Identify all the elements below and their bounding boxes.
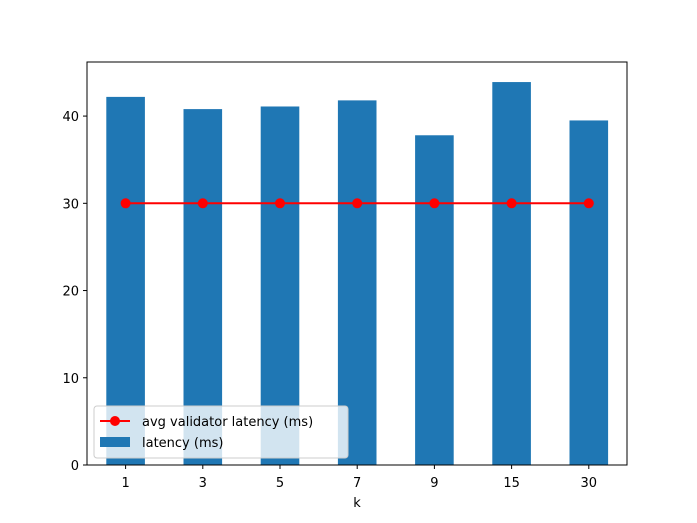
x-tick-label-5: 5 — [276, 476, 284, 491]
bar-1 — [106, 96, 145, 465]
bar-5 — [260, 106, 300, 466]
x-tick-label-1: 1 — [121, 476, 129, 491]
x-axis-label: k — [353, 496, 361, 511]
avg-latency-point-30 — [583, 198, 594, 209]
avg-latency-point-9 — [429, 198, 440, 209]
bar-group — [106, 82, 609, 466]
avg-latency-point-1 — [120, 198, 131, 209]
bar-15 — [492, 82, 531, 465]
y-tick-label-40: 40 — [62, 110, 79, 125]
y-tick-label-20: 20 — [62, 285, 79, 300]
legend-line-marker — [110, 416, 120, 426]
legend-label-latency: latency (ms) — [142, 436, 223, 451]
x-tick-label-3: 3 — [199, 476, 207, 491]
x-tick-label-7: 7 — [353, 476, 361, 491]
y-tick-label-30: 30 — [62, 197, 79, 212]
y-tick-label-10: 10 — [62, 372, 79, 387]
bar-7 — [337, 100, 377, 465]
avg-latency-point-15 — [506, 198, 517, 209]
avg-latency-point-3 — [197, 198, 208, 209]
x-tick-label-30: 30 — [581, 476, 598, 491]
x-tick-label-15: 15 — [503, 476, 520, 491]
y-tick-label-0: 0 — [71, 459, 79, 474]
legend-bar-swatch — [100, 437, 130, 447]
avg-latency-point-5 — [275, 198, 285, 209]
x-tick-label-9: 9 — [430, 476, 438, 491]
y-axis: 0 10 20 30 40 — [62, 110, 87, 474]
avg-latency-point-7 — [352, 198, 363, 209]
x-axis: 1 3 5 7 9 15 30 — [121, 465, 597, 491]
line-group — [120, 198, 594, 209]
legend-label-avg-latency: avg validator latency (ms) — [142, 415, 313, 430]
legend: avg validator latency (ms) latency (ms) — [93, 405, 349, 459]
bar-9 — [415, 135, 454, 466]
legend-box — [93, 405, 349, 459]
bar-30 — [569, 120, 609, 465]
